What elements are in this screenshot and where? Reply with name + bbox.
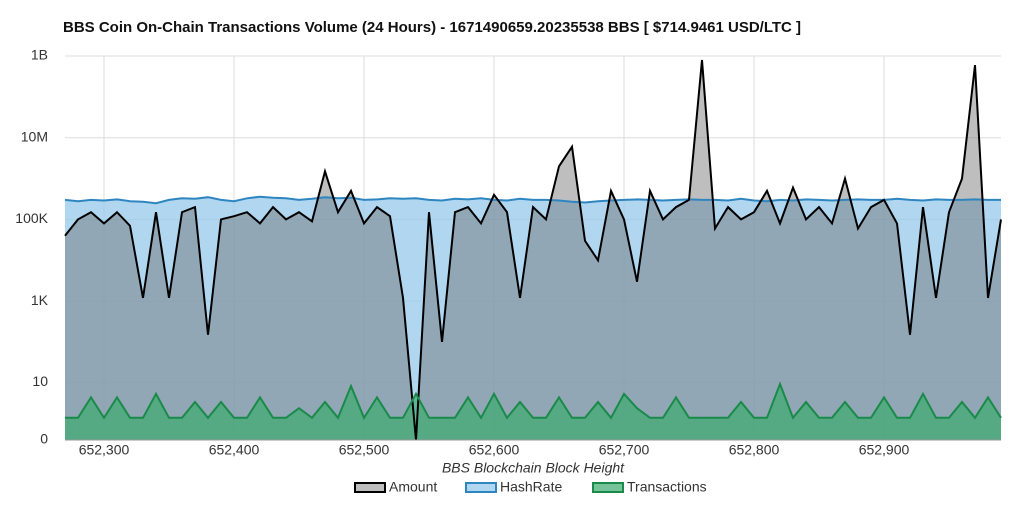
x-tick-label: 652,300 <box>79 442 130 458</box>
y-tick-label: 10 <box>32 373 48 389</box>
x-tick-label: 652,400 <box>209 442 260 458</box>
y-tick-label: 1K <box>31 292 49 308</box>
legend-label: Transactions <box>627 479 707 495</box>
series-line <box>64 59 1002 441</box>
area-fill <box>65 196 1001 440</box>
area-fill <box>65 384 1001 440</box>
y-tick-label: 0 <box>40 431 48 447</box>
y-tick-label: 10M <box>21 128 48 144</box>
x-tick-label: 652,500 <box>339 442 390 458</box>
legend-label: HashRate <box>500 479 562 495</box>
legend-swatch <box>354 482 386 493</box>
legend-item: Amount <box>354 479 437 495</box>
area-fill <box>65 60 1001 440</box>
x-tick-label: 652,700 <box>599 442 650 458</box>
series-line <box>65 381 1002 420</box>
y-tick-label: 1B <box>31 47 48 63</box>
legend-item: Transactions <box>592 479 707 495</box>
legend-swatch <box>465 482 497 493</box>
x-tick-label: 652,900 <box>859 442 910 458</box>
y-tick-label: 100K <box>15 210 48 226</box>
x-axis-label: BBS Blockchain Block Height <box>442 460 625 476</box>
x-tick-label: 652,800 <box>729 442 780 458</box>
x-tick-label: 652,600 <box>469 442 520 458</box>
chart-title: BBS Coin On-Chain Transactions Volume (2… <box>63 19 801 36</box>
legend-label: Amount <box>389 479 437 495</box>
legend-swatch <box>592 482 624 493</box>
series-line <box>64 195 1001 205</box>
legend-item: HashRate <box>465 479 562 495</box>
